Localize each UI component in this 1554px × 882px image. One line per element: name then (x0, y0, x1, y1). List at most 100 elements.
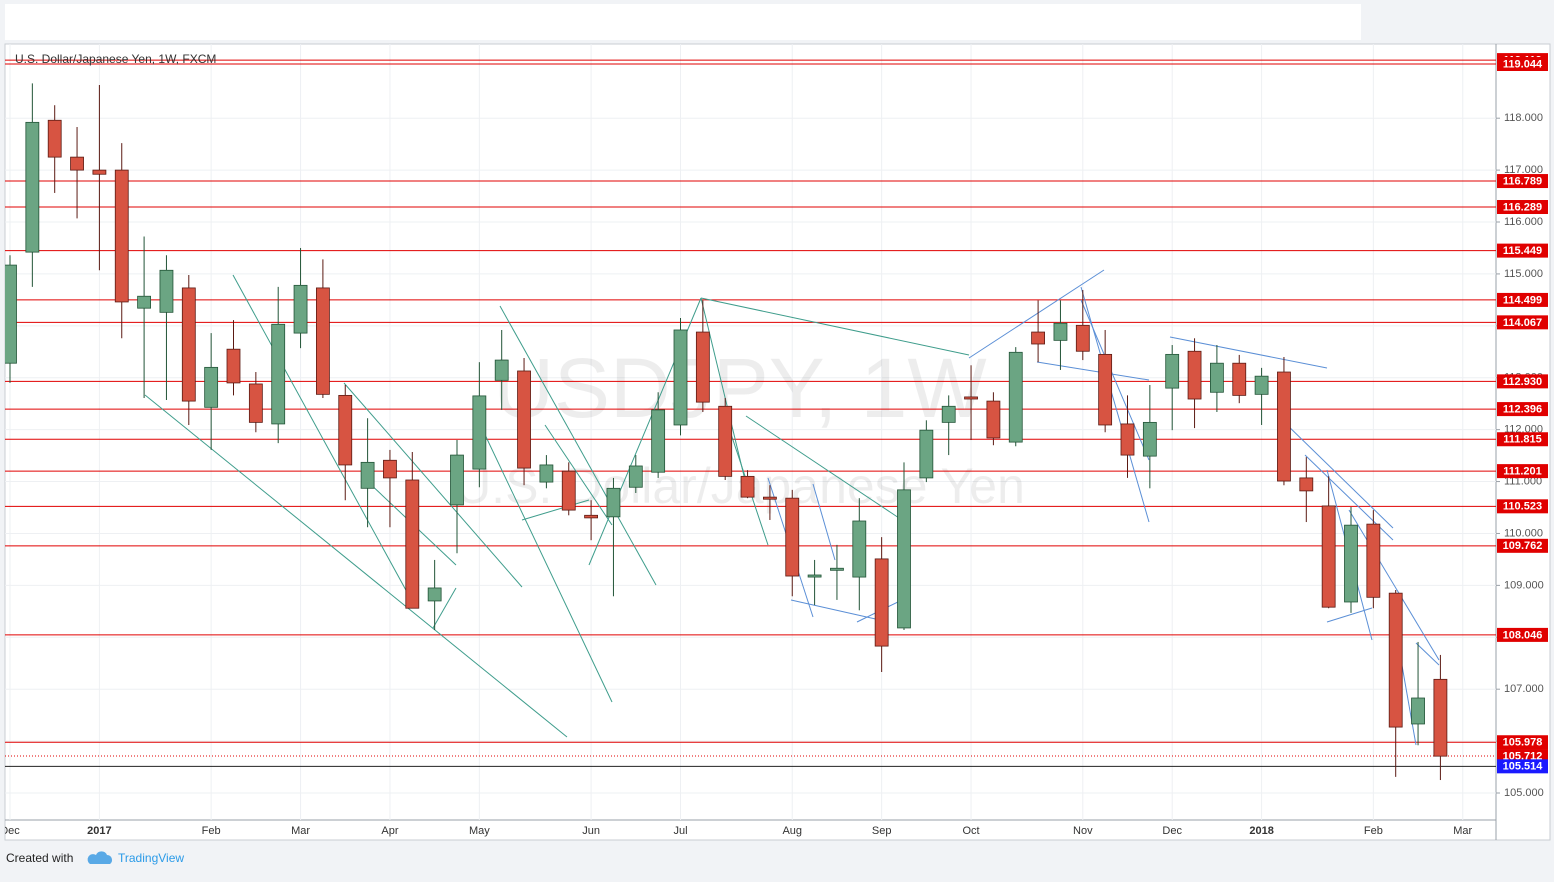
price-label: 109.762 (1503, 540, 1543, 552)
x-tick-label: Nov (1073, 825, 1093, 837)
candle-body (1366, 523, 1381, 598)
candle-body (718, 405, 733, 477)
y-tick-label: 107.000 (1504, 683, 1544, 695)
y-tick-label: 116.000 (1504, 216, 1543, 228)
x-tick-label: Jul (673, 825, 687, 837)
trend-line (812, 483, 836, 561)
candle-body (897, 489, 911, 629)
trend-line (1415, 642, 1440, 666)
price-label-box (1497, 538, 1548, 553)
x-tick-label: Sep (872, 825, 892, 837)
price-label: 111.201 (1503, 466, 1542, 478)
x-tick-label: Mar (291, 825, 310, 837)
price-label-box (1497, 200, 1548, 215)
y-tick-label: 109.000 (1504, 579, 1544, 591)
y-tick-label: 105.000 (1504, 787, 1544, 799)
candle-body (1388, 592, 1403, 728)
candle-body (1187, 350, 1202, 400)
candle-body (584, 514, 598, 519)
trend-line (432, 587, 457, 629)
candle-body (25, 121, 40, 253)
price-label-box (1497, 735, 1548, 750)
candle-body (628, 465, 643, 488)
candle-body (1232, 362, 1247, 396)
price-label: 110.523 (1503, 501, 1542, 513)
x-tick-label: Aug (782, 825, 802, 837)
candle-body (70, 156, 84, 171)
trend-line (1080, 299, 1150, 461)
chart-title: U.S. Dollar/Japanese Yen, 1W, FXCM (15, 52, 216, 66)
candle-body (271, 323, 286, 425)
x-tick-label: May (469, 825, 490, 837)
candle-body (1165, 353, 1180, 389)
price-label: 105.514 (1503, 761, 1544, 773)
candle-body (1433, 678, 1448, 757)
candle-body (405, 479, 420, 609)
price-label: 112.396 (1503, 403, 1542, 415)
candle-body (1321, 505, 1336, 608)
candle-body (159, 269, 174, 313)
candle-body (494, 359, 509, 381)
candle-body (1031, 331, 1045, 345)
trend-line (790, 599, 881, 621)
price-label: 116.789 (1503, 175, 1542, 187)
trend-line (1348, 509, 1440, 661)
footer-brand[interactable]: TradingView (118, 851, 184, 865)
price-label: 105.978 (1503, 737, 1543, 749)
footer-text: Created with (6, 851, 73, 865)
price-label-box (1497, 432, 1548, 447)
trend-line (144, 394, 568, 738)
time-axis: Dec 2017 Feb Mar Apr May Jun Jul Aug Sep Oct Nov Dec… (0, 825, 1473, 837)
candle-body (1411, 697, 1425, 725)
trend-line (521, 499, 590, 521)
candle-body (427, 587, 442, 602)
price-label-box (1497, 402, 1548, 417)
candle-body (874, 558, 889, 647)
trend-line (1169, 336, 1328, 369)
price-label: 108.046 (1503, 629, 1543, 641)
candle-body (561, 470, 576, 511)
candle-body (740, 475, 755, 498)
candle-body (338, 394, 353, 466)
toolbar (5, 4, 1361, 40)
grid (5, 44, 1496, 820)
price-label-box (1497, 627, 1548, 642)
price-label-box (1497, 499, 1548, 514)
trend-line (477, 419, 613, 703)
candle-body (986, 400, 1001, 439)
candle-body (651, 409, 666, 473)
trend-line (1281, 419, 1394, 529)
candle-body (1277, 371, 1291, 482)
price-label: 116.289 (1503, 201, 1542, 213)
candle-body (1098, 353, 1113, 426)
candle-body (1053, 322, 1068, 341)
x-tick-label: Feb (1364, 825, 1383, 837)
candle-body (517, 370, 531, 469)
x-tick-label: Dec (1162, 825, 1182, 837)
price-label-box (1497, 464, 1548, 479)
trend-line (700, 297, 746, 481)
price-label-box (1497, 759, 1548, 774)
price-label-box (1497, 174, 1548, 189)
x-tick-label: Dec (0, 825, 20, 837)
candle-body (941, 405, 956, 423)
candle-body (315, 287, 330, 395)
candle-body (1120, 423, 1135, 456)
price-label: 115.449 (1503, 245, 1542, 257)
x-tick-label: Mar (1453, 825, 1472, 837)
candle-body (137, 295, 152, 309)
candle-body (226, 348, 241, 384)
candle-body (293, 284, 308, 334)
x-tick-label: Feb (202, 825, 221, 837)
price-label-box (1497, 374, 1548, 389)
trend-line (343, 382, 523, 588)
x-tick-label: 2018 (1249, 825, 1273, 837)
x-tick-label: Jun (582, 825, 600, 837)
candle-body (539, 464, 554, 483)
price-lines (5, 59, 1496, 767)
trend-line (745, 415, 903, 521)
candle-body (1075, 324, 1090, 352)
candle-body (763, 496, 777, 500)
candle-body (695, 331, 710, 403)
y-tick-label: 118.000 (1504, 112, 1543, 124)
